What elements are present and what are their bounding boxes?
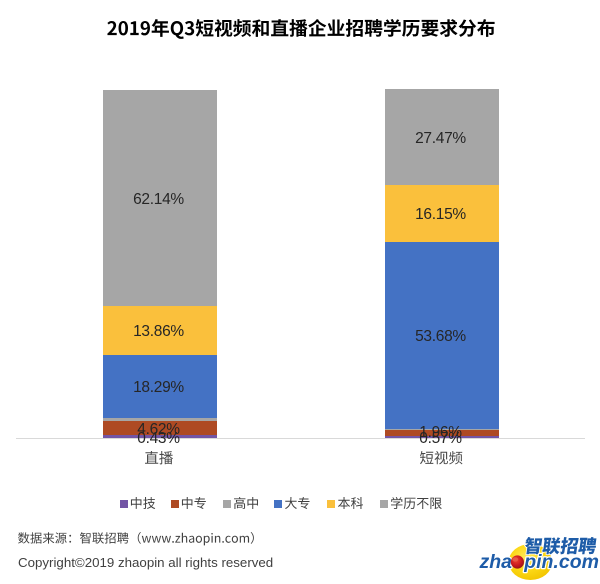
svg-text:pin.com: pin.com [523,551,599,573]
svg-text:zha: zha [479,551,513,573]
